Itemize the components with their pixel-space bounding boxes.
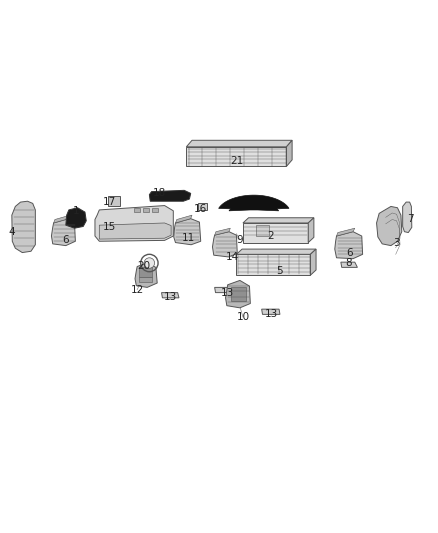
Polygon shape bbox=[226, 280, 251, 308]
Bar bbox=[256, 225, 269, 236]
Bar bbox=[143, 208, 149, 212]
Bar bbox=[139, 277, 152, 282]
Text: 13: 13 bbox=[221, 288, 234, 297]
Polygon shape bbox=[53, 216, 67, 223]
Polygon shape bbox=[12, 201, 35, 253]
Polygon shape bbox=[286, 140, 292, 166]
Polygon shape bbox=[243, 223, 308, 243]
Text: 1: 1 bbox=[73, 206, 80, 216]
Text: 13: 13 bbox=[164, 292, 177, 302]
Polygon shape bbox=[341, 262, 357, 268]
Text: 18: 18 bbox=[152, 188, 166, 198]
Text: 11: 11 bbox=[182, 233, 195, 243]
Text: 17: 17 bbox=[102, 197, 116, 207]
Bar bbox=[152, 208, 158, 212]
Circle shape bbox=[144, 258, 155, 268]
Polygon shape bbox=[95, 206, 173, 241]
Text: 6: 6 bbox=[346, 248, 353, 259]
Polygon shape bbox=[308, 218, 314, 243]
Polygon shape bbox=[261, 309, 280, 314]
Polygon shape bbox=[215, 287, 233, 293]
Polygon shape bbox=[186, 140, 292, 147]
Text: 3: 3 bbox=[393, 238, 400, 247]
Polygon shape bbox=[186, 147, 286, 166]
Polygon shape bbox=[149, 190, 191, 201]
Polygon shape bbox=[215, 228, 230, 235]
Bar bbox=[231, 287, 246, 301]
Text: 14: 14 bbox=[226, 252, 239, 262]
Polygon shape bbox=[237, 254, 311, 275]
Text: 9: 9 bbox=[237, 235, 243, 245]
Polygon shape bbox=[51, 220, 75, 246]
Polygon shape bbox=[135, 263, 157, 287]
Polygon shape bbox=[174, 219, 201, 245]
Text: 6: 6 bbox=[63, 236, 69, 245]
Text: 10: 10 bbox=[237, 312, 250, 322]
Text: 12: 12 bbox=[131, 285, 144, 295]
Bar bbox=[134, 208, 140, 212]
Bar bbox=[198, 203, 207, 211]
Polygon shape bbox=[377, 206, 402, 246]
Text: 2: 2 bbox=[267, 231, 274, 241]
Polygon shape bbox=[311, 249, 316, 275]
Polygon shape bbox=[336, 228, 355, 236]
Bar bbox=[108, 197, 120, 206]
Polygon shape bbox=[99, 223, 171, 239]
Text: 16: 16 bbox=[194, 204, 207, 214]
Polygon shape bbox=[219, 195, 289, 211]
Polygon shape bbox=[237, 249, 316, 254]
Bar bbox=[139, 267, 152, 277]
Polygon shape bbox=[66, 208, 86, 228]
Polygon shape bbox=[176, 215, 192, 223]
Text: 5: 5 bbox=[277, 266, 283, 276]
Polygon shape bbox=[212, 232, 237, 257]
Text: 4: 4 bbox=[8, 227, 15, 237]
Polygon shape bbox=[243, 218, 314, 223]
Text: 21: 21 bbox=[230, 156, 243, 166]
Text: 8: 8 bbox=[346, 258, 352, 268]
Polygon shape bbox=[335, 232, 363, 259]
Text: 20: 20 bbox=[138, 261, 151, 271]
Text: 15: 15 bbox=[102, 222, 116, 232]
Text: 7: 7 bbox=[407, 214, 414, 224]
Polygon shape bbox=[403, 202, 412, 232]
Polygon shape bbox=[162, 293, 179, 298]
Text: 13: 13 bbox=[265, 309, 278, 319]
